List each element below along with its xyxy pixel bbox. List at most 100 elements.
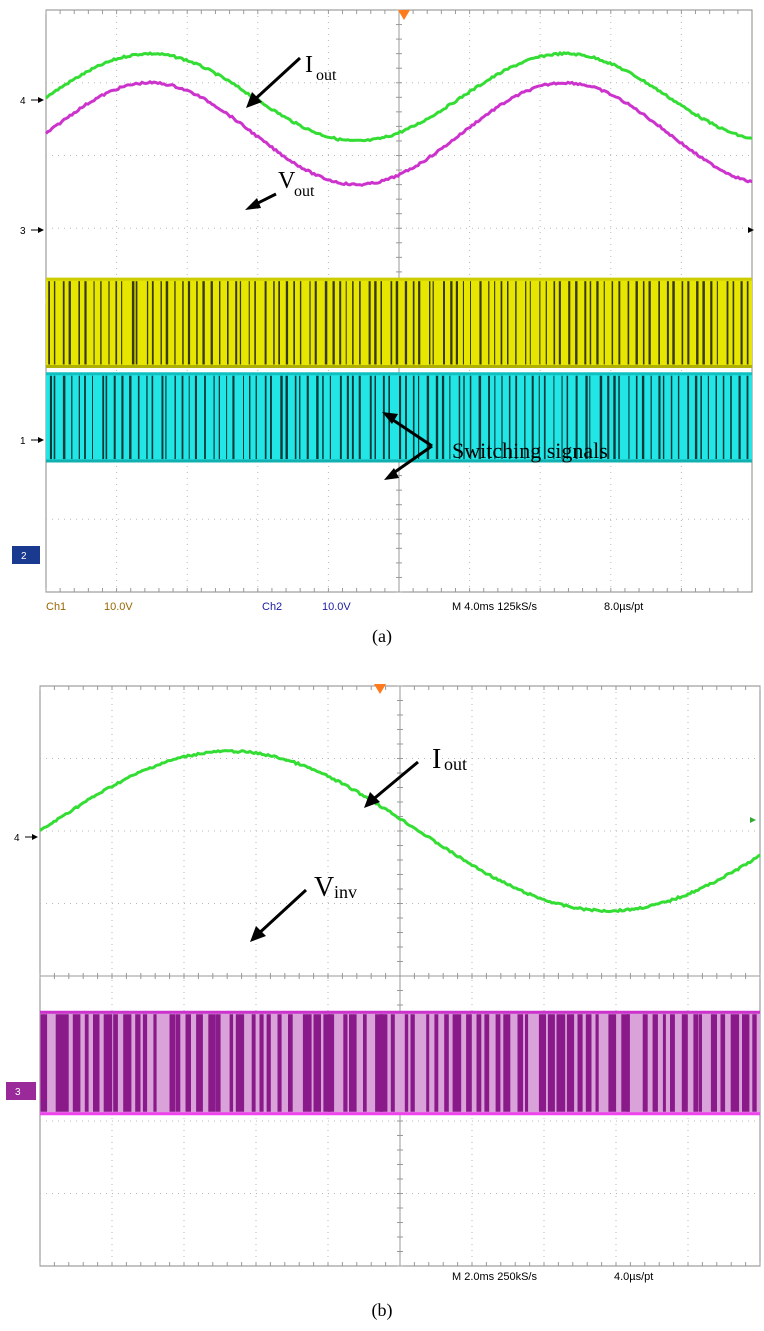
switching-ch1-pulse [273,281,275,365]
switching-ch1-pulse [100,281,102,365]
vinv-pulse [681,1014,688,1112]
switching-ch1-pulse [412,281,415,365]
switching-ch1-pulse [293,281,295,365]
vinv-pulse [266,1014,271,1112]
switching-ch2-pulse [129,375,132,460]
vinv-pulse [343,1014,348,1112]
vinv-pulse [169,1014,176,1112]
switching-ch2-pulse [508,375,511,460]
timebase-b: M 2.0ms 250kS/s [452,1271,537,1283]
switching-ch1-pulse [285,281,289,365]
switching-ch1-pulse [210,281,213,365]
switching-ch2-pulse [687,375,690,460]
vinv-pulse [434,1014,439,1112]
switching-ch1-pulse [687,281,690,365]
switching-ch1-pulse [182,281,184,365]
switching-ch2-pulse [650,375,652,460]
screen-background [0,676,764,1296]
switching-ch1-pulse [131,281,135,365]
vinv-pulse [103,1014,113,1112]
vinv-pulse [404,1014,409,1112]
switching-ch2-pulse [285,375,288,460]
switching-ch1-pulse [642,281,645,365]
switching-ch2-pulse [358,375,361,460]
switching-annotation: Switching signals [382,412,608,480]
svg-text:inv: inv [334,882,357,902]
switching-ch1-pulse [507,281,509,365]
switching-ch1-pulse [359,281,361,365]
switching-ch2-pulse [49,375,52,460]
switching-ch2-pulse [561,375,563,460]
switching-ch1-pulse [62,281,65,365]
vinv-waveform [40,1010,760,1116]
vinv-pulse [313,1014,321,1112]
vinv-pulse [215,1014,221,1112]
switching-ch2-pulse [399,375,402,460]
switching-ch2-pulse [730,375,732,460]
switching-ch1-pulse [374,281,377,365]
switching-ch2-pulse [585,375,588,460]
switching-ch1-pulse [611,281,614,365]
switching-ch1-pulse [716,281,718,365]
switching-ch2-pulse [306,375,309,460]
vinv-pulse [153,1014,157,1112]
switching-ch1-pulse [432,281,434,365]
resolution-b: 4.0µs/pt [614,1271,653,1283]
svg-text:out: out [316,67,337,84]
vinv-pulse [720,1014,726,1112]
switching-signal-ch2 [46,372,752,463]
caption-a: (a) [372,626,392,646]
vinv-pulse [608,1014,617,1112]
switching-ch2-pulse [488,375,490,460]
switching-ch1-pulse [380,281,382,365]
switching-ch2-pulse [204,375,206,460]
switching-ch1-pulse [702,281,705,365]
vinv-pulse [585,1014,592,1112]
svg-text:Switching signals: Switching signals [452,438,608,463]
switching-ch1-pulse [500,281,503,365]
vinv-pulse [670,1014,675,1112]
switching-ch2-pulse [102,375,105,460]
switching-ch1-pulse [404,281,408,365]
switching-ch1-pulse [160,281,162,365]
switching-ch2-pulse [53,375,56,460]
switching-ch2-pulse [113,375,116,460]
svg-text:out: out [444,754,467,774]
vinv-pulse [693,1014,699,1112]
vinv-pulse [626,1014,630,1112]
switching-ch1-pulse [710,281,713,365]
vinv-pulse [135,1014,141,1112]
vinv-pulse [710,1014,717,1112]
switching-ch2-pulse [249,375,251,460]
switching-ch1-pulse [584,281,587,365]
ch1-scale: 10.0V [104,601,133,613]
switching-ch2-pulse [374,375,376,460]
switching-ch2-pulse [412,375,415,460]
vinv-pulse [176,1014,181,1112]
vinv-annotation: V inv [250,872,357,942]
iout-annotation-b: I out [364,744,467,808]
switching-ch2-pulse [463,375,465,460]
vinv-pulse [444,1014,449,1112]
switching-ch2-pulse [426,375,430,460]
switching-ch2-pulse [458,375,461,460]
switching-ch2-pulse [194,375,197,460]
channel-marker-3: 3 [20,226,44,237]
switching-ch1-pulse [479,281,482,365]
vinv-pulse [235,1014,245,1112]
switching-ch2-pulse [700,375,702,460]
vinv-pulse [410,1014,415,1112]
switching-ch2-pulse [105,375,108,460]
switching-ch1-pulse [108,281,110,365]
switching-ch1-pulse [746,281,749,365]
vinv-pulse [349,1014,357,1112]
switching-ch2-pulse [62,375,66,460]
switching-ch1-pulse [558,281,561,365]
switching-ch2-pulse [226,375,228,460]
switching-ch2-pulse [121,375,124,460]
vinv-pulse [251,1014,256,1112]
vinv-pulse [426,1014,430,1112]
switching-ch1-pulse [68,281,71,365]
switching-ch1-pulse [78,281,80,365]
switching-ch1-pulse [596,281,599,365]
